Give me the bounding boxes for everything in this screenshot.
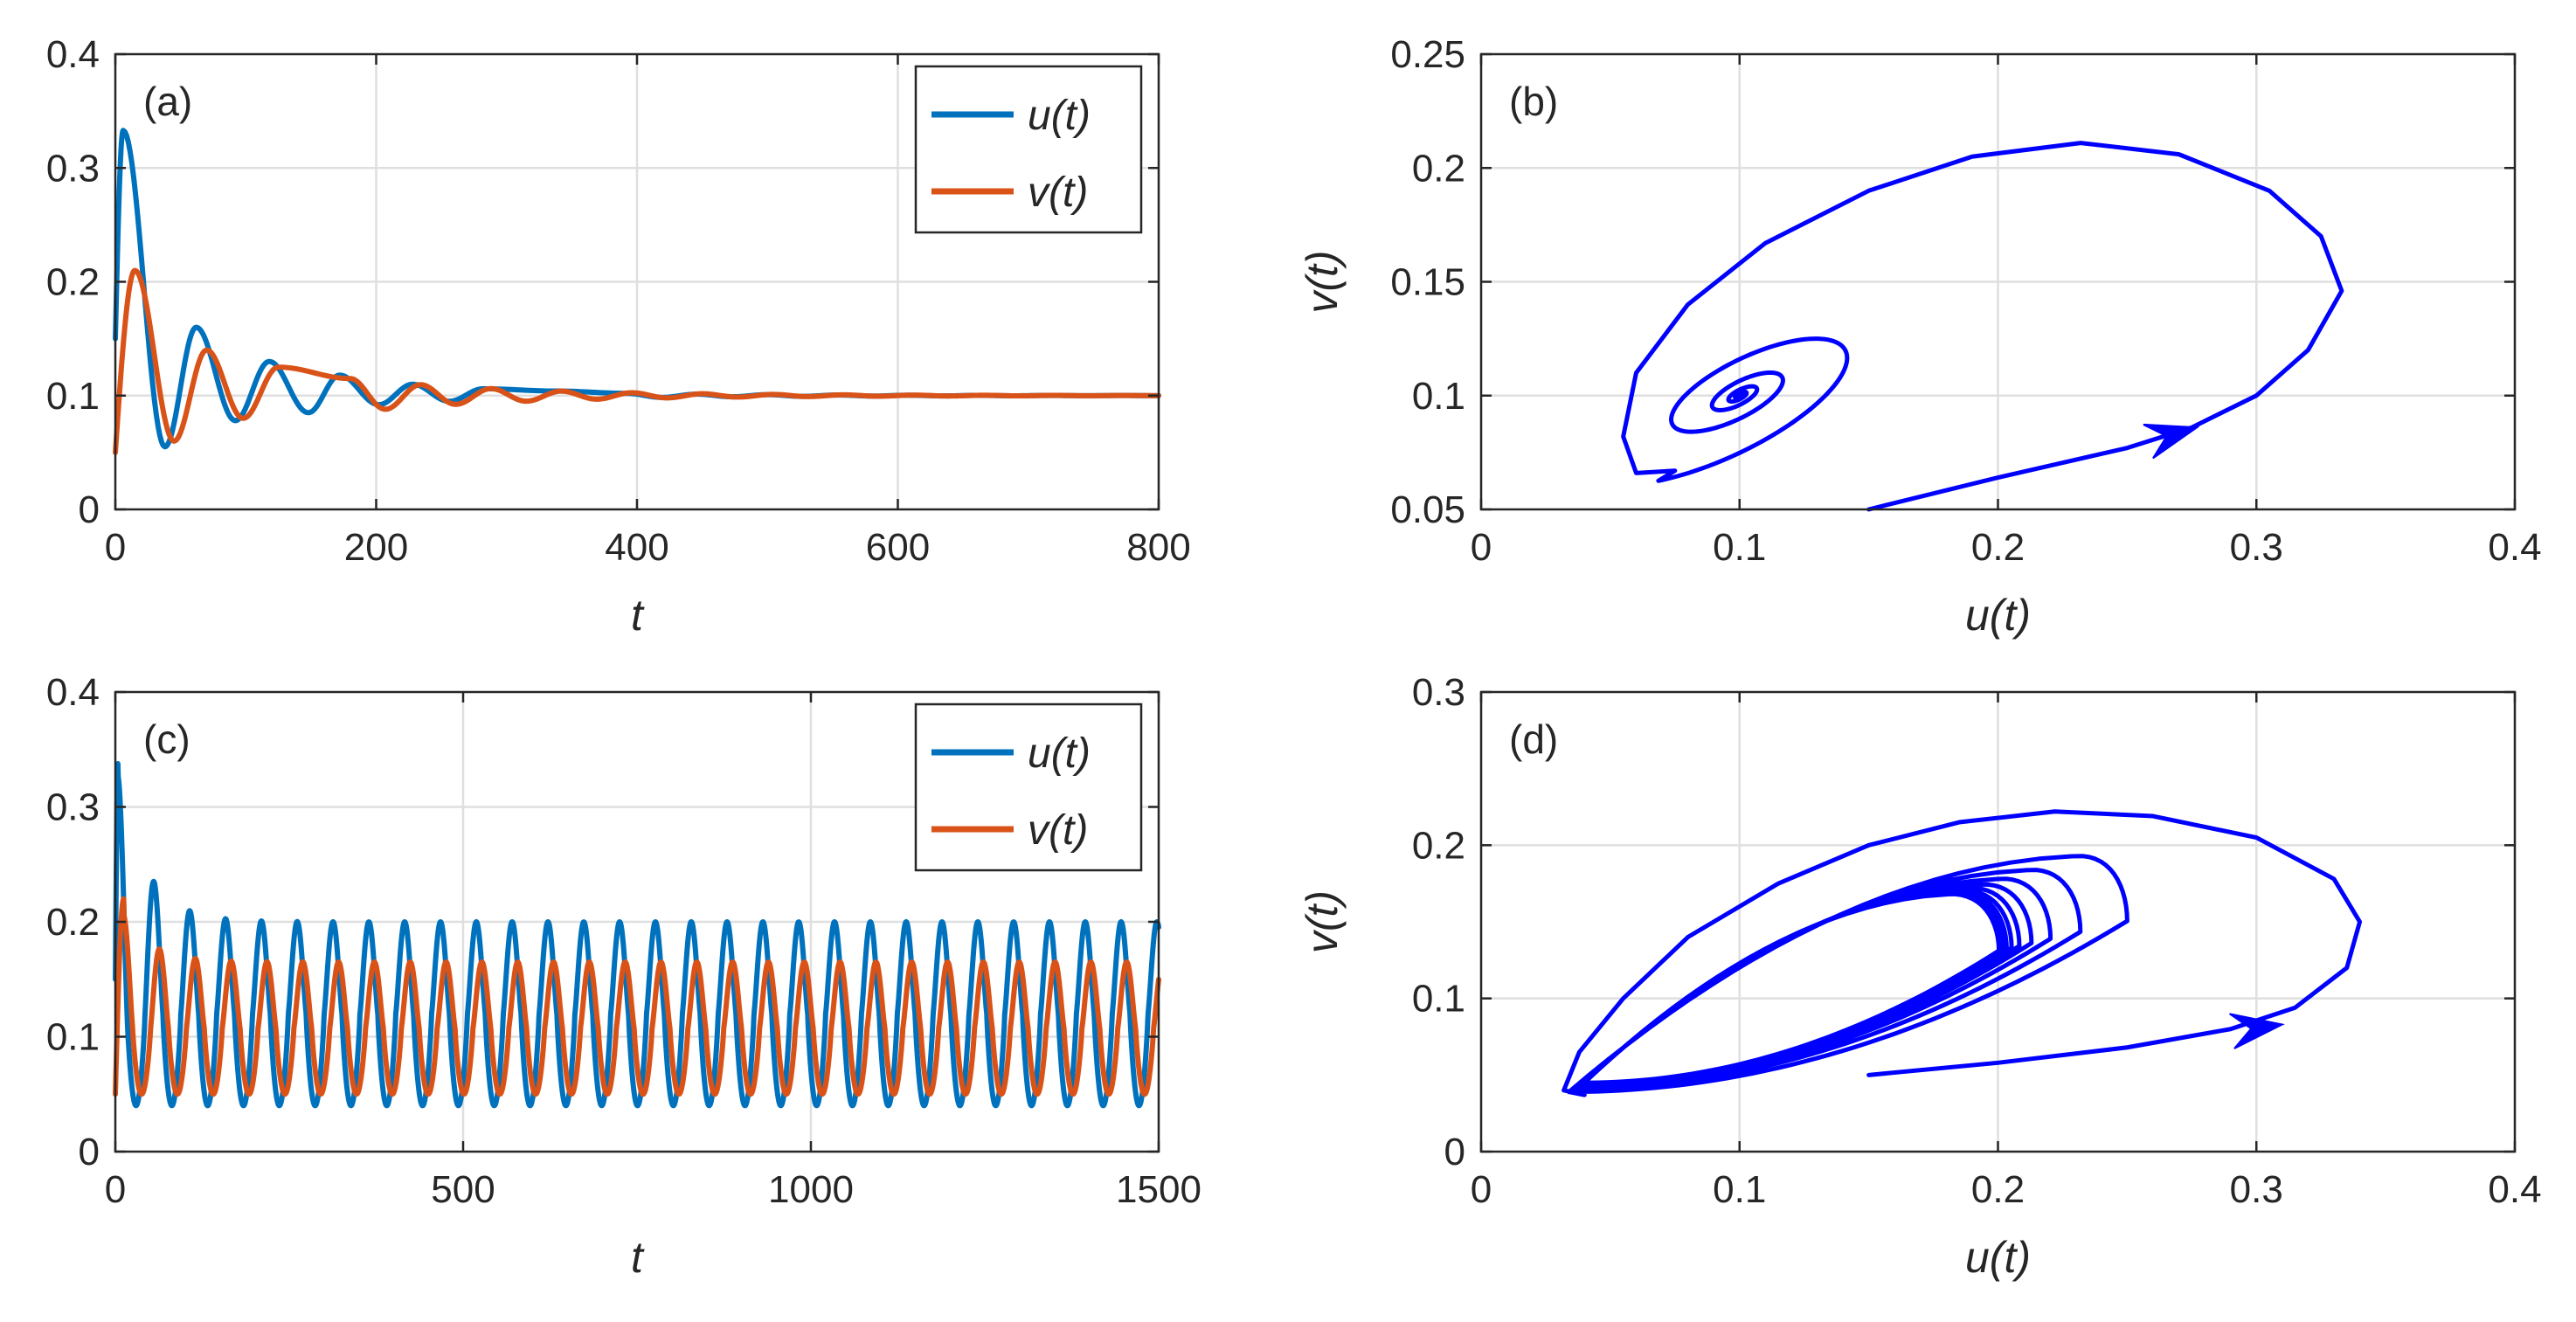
panel-d-trajectory — [1562, 809, 2363, 1097]
panel-b-series — [1621, 141, 2344, 512]
panel-c-series-u-line — [113, 760, 1161, 1109]
panel-c-legend-box — [914, 703, 1143, 872]
panel-c-legend: u(t) v(t) — [914, 703, 1143, 872]
panel-c-ticks: 0 500 1000 1500 0 0.1 0.2 0.3 0.4 — [46, 671, 1201, 1211]
panel-c-xlabel: t — [631, 1233, 645, 1282]
panel-a-xtick-label-4: 800 — [1126, 526, 1190, 569]
panel-c-xtick-label-0: 0 — [105, 1168, 126, 1211]
panel-d-xtick-label-0: 0 — [1471, 1168, 1492, 1211]
panel-a-xtick-label-0: 0 — [105, 526, 126, 569]
panel-d-ytick-label-2: 0.2 — [1412, 824, 1465, 867]
panel-d-xtick-label-2: 0.2 — [1971, 1168, 2025, 1211]
panel-a: 0 200 400 600 800 0 0.1 0.2 0.3 0.4 (a) t u(t) v(… — [46, 33, 1191, 640]
panel-b-xtick-label-1: 0.1 — [1713, 526, 1766, 569]
panel-c-legend-text-u: u(t) — [1028, 730, 1091, 777]
panel-a-legend-text-u: u(t) — [1028, 93, 1091, 139]
panel-a-ytick-label-0: 0 — [79, 488, 100, 531]
panel-d-grid — [1481, 692, 2515, 1152]
panel-b-ytick-label-3: 0.2 — [1412, 147, 1465, 190]
panel-b: 0 0.1 0.2 0.3 0.4 0.05 0.1 0.15 0.2 0.25 (b) u(t)… — [1298, 33, 2542, 640]
panel-b-xtick-label-2: 0.2 — [1971, 526, 2025, 569]
panel-a-legend: u(t) v(t) — [914, 65, 1143, 234]
panel-b-label: (b) — [1509, 79, 1558, 124]
panel-d-label: (d) — [1509, 716, 1558, 762]
panel-b-ticks: 0 0.1 0.2 0.3 0.4 0.05 0.1 0.15 0.2 0.25 — [1390, 33, 2541, 569]
panel-a-xlabel: t — [631, 591, 645, 640]
panel-b-xlabel: u(t) — [1965, 591, 2031, 640]
panel-a-legend-text-v: v(t) — [1028, 170, 1088, 216]
panel-b-direction-arrow — [2143, 423, 2200, 460]
panel-c-xtick-label-2: 1000 — [768, 1168, 854, 1211]
panel-c-label: (c) — [143, 716, 190, 762]
panel-a-label: (a) — [143, 79, 192, 124]
panel-c-legend-text-v: v(t) — [1028, 807, 1088, 854]
panel-c-series — [113, 760, 1161, 1109]
panel-c-ytick-label-3: 0.3 — [46, 786, 100, 829]
panel-d-xlabel: u(t) — [1965, 1233, 2031, 1282]
panel-d-direction-arrow — [2229, 1013, 2285, 1049]
panel-c-xtick-label-1: 500 — [431, 1168, 495, 1211]
panel-d-ytick-label-0: 0 — [1444, 1131, 1465, 1173]
panel-a-xtick-label-3: 600 — [866, 526, 930, 569]
panel-a-xtick-label-1: 200 — [344, 526, 408, 569]
panel-b-xtick-label-3: 0.3 — [2230, 526, 2283, 569]
panel-c-ytick-label-0: 0 — [79, 1131, 100, 1173]
panel-b-ytick-label-2: 0.15 — [1390, 261, 1465, 304]
panel-c: 0 500 1000 1500 0 0.1 0.2 0.3 0.4 (c) t u(t) v(t… — [46, 671, 1201, 1282]
panel-b-grid — [1481, 54, 2515, 509]
panel-c-series-v-line — [113, 896, 1161, 1097]
panel-a-series-v-line — [113, 267, 1161, 455]
panel-a-legend-box — [914, 65, 1143, 234]
panel-c-ytick-label-1: 0.1 — [46, 1016, 100, 1059]
panel-b-xtick-label-0: 0 — [1471, 526, 1492, 569]
panel-a-xtick-label-2: 400 — [605, 526, 668, 569]
panel-b-ylabel: v(t) — [1298, 250, 1347, 313]
panel-d-ylabel: v(t) — [1298, 890, 1347, 953]
panel-c-ytick-label-2: 0.2 — [46, 901, 100, 944]
panel-d: 0 0.1 0.2 0.3 0.4 0 0.1 0.2 0.3 (d) u(t) v(t) — [1298, 671, 2542, 1282]
panel-d-xtick-label-4: 0.4 — [2488, 1168, 2541, 1211]
panel-d-xtick-label-3: 0.3 — [2230, 1168, 2283, 1211]
panel-b-trajectory — [1621, 141, 2344, 512]
panel-b-xtick-label-4: 0.4 — [2488, 526, 2541, 569]
panel-a-ytick-label-4: 0.4 — [46, 33, 100, 76]
panel-b-ytick-label-4: 0.25 — [1390, 33, 1465, 76]
panel-b-ytick-label-0: 0.05 — [1390, 488, 1465, 531]
panel-c-ytick-label-4: 0.4 — [46, 671, 100, 714]
panel-d-ytick-label-3: 0.3 — [1412, 671, 1465, 714]
panel-d-ytick-label-1: 0.1 — [1412, 978, 1465, 1021]
panel-d-xtick-label-1: 0.1 — [1713, 1168, 1766, 1211]
panel-c-xtick-label-3: 1500 — [1116, 1168, 1201, 1211]
panel-a-ticks: 0 200 400 600 800 0 0.1 0.2 0.3 0.4 — [46, 33, 1191, 569]
panel-a-series — [113, 128, 1161, 455]
panel-d-series — [1562, 809, 2363, 1097]
panel-a-ytick-label-1: 0.1 — [46, 375, 100, 418]
panel-b-ytick-label-1: 0.1 — [1412, 375, 1465, 418]
panel-a-ytick-label-3: 0.3 — [46, 147, 100, 190]
panel-a-ytick-label-2: 0.2 — [46, 261, 100, 304]
panel-d-ticks: 0 0.1 0.2 0.3 0.4 0 0.1 0.2 0.3 — [1412, 671, 2542, 1211]
